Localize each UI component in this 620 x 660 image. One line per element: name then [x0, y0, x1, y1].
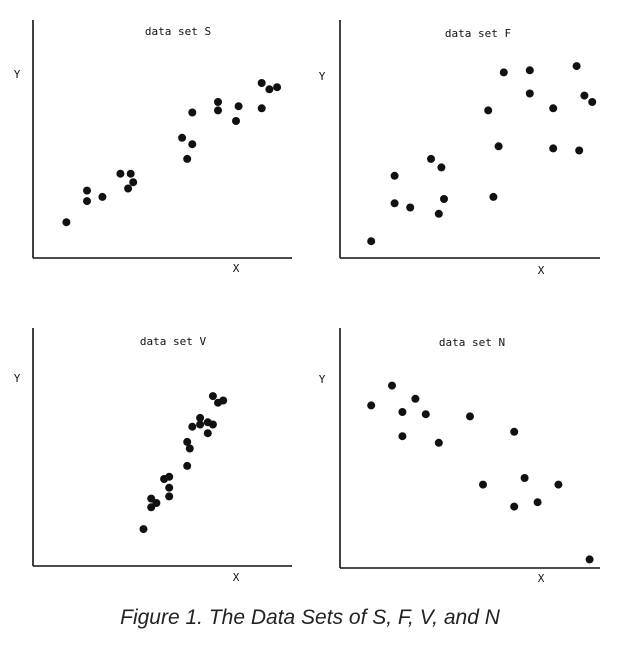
data-point	[494, 142, 503, 151]
data-point	[196, 420, 205, 429]
data-point	[83, 197, 91, 206]
data-point	[232, 117, 240, 125]
data-point	[388, 381, 396, 390]
data-point	[398, 408, 407, 416]
data-point	[185, 444, 194, 453]
scatter-panel-f: data set F Y X	[319, 20, 600, 277]
data-point	[183, 437, 192, 446]
scatter-panel-s: data set S Y X	[14, 20, 292, 275]
data-point	[411, 394, 420, 403]
data-point	[257, 104, 266, 113]
data-point	[183, 154, 192, 163]
data-point	[510, 502, 519, 511]
data-point	[489, 192, 498, 201]
data-point	[178, 133, 187, 142]
data-point	[219, 396, 228, 405]
panel-title: data set N	[439, 336, 505, 349]
data-point	[437, 163, 446, 172]
data-point	[116, 169, 125, 178]
y-axis-label: Y	[14, 372, 21, 385]
panel-title: data set V	[140, 335, 207, 348]
y-axis-label: Y	[319, 373, 326, 386]
data-point	[234, 102, 243, 111]
data-point	[126, 169, 135, 178]
data-point	[520, 474, 529, 482]
data-point	[98, 192, 107, 201]
x-axis-label: X	[233, 262, 240, 275]
data-point	[466, 412, 474, 421]
data-point	[406, 203, 415, 212]
data-point	[129, 178, 138, 187]
data-point	[484, 106, 493, 115]
data-point	[139, 525, 148, 534]
data-point	[203, 429, 212, 438]
figure-caption: Figure 1. The Data Sets of S, F, V, and …	[120, 606, 500, 629]
data-point	[525, 89, 534, 98]
data-point	[510, 427, 519, 436]
data-point	[152, 499, 161, 507]
data-point	[165, 472, 174, 481]
data-point	[554, 480, 563, 489]
data-point	[188, 422, 197, 431]
data-point	[196, 413, 205, 422]
data-point	[188, 140, 197, 149]
y-axis-label: Y	[319, 70, 326, 83]
data-point	[572, 62, 581, 71]
data-point	[273, 83, 282, 92]
data-point	[585, 555, 594, 564]
data-point	[188, 108, 197, 117]
data-point	[440, 195, 448, 203]
panel-title: data set F	[445, 27, 511, 40]
data-point	[434, 438, 443, 447]
data-point	[427, 154, 435, 163]
panel-title: data set S	[145, 25, 211, 38]
data-point	[208, 420, 217, 429]
data-point	[367, 401, 376, 410]
y-axis-label: Y	[14, 68, 21, 81]
data-point	[398, 432, 407, 441]
data-point	[499, 68, 508, 77]
data-point	[580, 91, 589, 100]
x-axis-label: X	[233, 571, 240, 584]
data-point	[479, 480, 487, 489]
data-point	[208, 392, 217, 401]
data-point	[83, 186, 91, 195]
data-point	[575, 146, 584, 155]
data-point	[390, 199, 399, 208]
data-point	[421, 410, 430, 419]
scatter-panel-v: data set V Y X	[14, 328, 292, 584]
data-point	[183, 461, 192, 470]
data-point	[549, 104, 558, 113]
scatter-panel-n: data set N Y X	[319, 328, 600, 585]
data-point	[588, 98, 597, 106]
data-point	[214, 106, 222, 115]
data-point	[390, 171, 399, 180]
data-point	[533, 498, 542, 507]
data-point	[367, 237, 376, 246]
data-point	[124, 184, 133, 193]
data-point	[165, 492, 174, 501]
data-point	[265, 85, 274, 94]
data-point	[434, 209, 443, 218]
data-point	[257, 79, 266, 87]
data-point	[165, 483, 174, 492]
data-point	[525, 66, 534, 75]
data-point	[549, 144, 558, 153]
data-point	[62, 218, 71, 227]
data-point	[214, 98, 222, 106]
x-axis-label: X	[538, 264, 545, 277]
x-axis-label: X	[538, 572, 545, 585]
